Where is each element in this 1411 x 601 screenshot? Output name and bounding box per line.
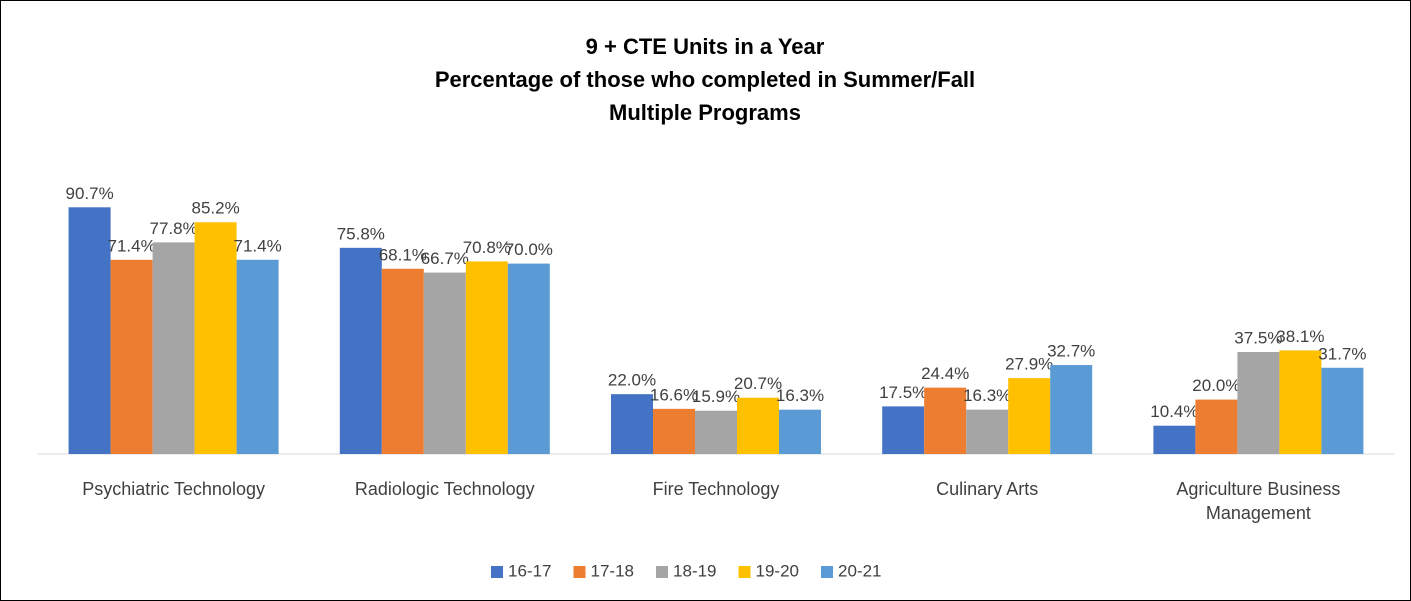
data-label: 22.0%	[608, 371, 656, 390]
bar	[882, 406, 925, 454]
legend-label: 17-18	[591, 561, 634, 580]
bar	[737, 397, 779, 454]
x-tick-label: Agriculture Business Management	[1176, 479, 1341, 523]
legend-swatch	[573, 566, 586, 578]
data-label: 85.2%	[191, 199, 239, 218]
chart-title: Percentage of those who completed in Sum…	[435, 67, 975, 92]
bar	[110, 259, 153, 454]
data-label: 70.0%	[505, 240, 553, 259]
data-label: 10.4%	[1150, 402, 1198, 421]
x-tick-label: Radiologic Technology	[354, 479, 535, 499]
bar	[152, 242, 195, 454]
bar	[236, 259, 279, 454]
data-label: 15.9%	[692, 387, 740, 406]
data-label: 31.7%	[1318, 344, 1366, 363]
legend-label: 16-17	[508, 561, 551, 580]
data-label: 16.3%	[963, 386, 1011, 405]
bar	[1321, 367, 1364, 454]
x-tick-label: Psychiatric Technology	[82, 479, 265, 499]
bar	[1279, 350, 1322, 454]
data-label: 70.8%	[463, 238, 511, 257]
legend-swatch	[738, 566, 751, 578]
bar	[339, 247, 382, 454]
data-label: 37.5%	[1234, 328, 1282, 347]
bar	[1153, 425, 1196, 454]
data-label: 16.6%	[650, 385, 698, 404]
data-label: 77.8%	[149, 219, 197, 238]
data-label: 16.3%	[776, 386, 824, 405]
bar	[68, 207, 111, 454]
x-tick-label: Fire Technology	[652, 479, 780, 499]
legend-swatch	[491, 566, 503, 578]
bar	[507, 263, 550, 454]
bar	[695, 410, 737, 454]
data-label: 75.8%	[337, 224, 385, 243]
data-label: 32.7%	[1047, 342, 1095, 361]
legend-label: 19-20	[756, 561, 799, 580]
legend-swatch	[656, 566, 668, 578]
bar	[653, 408, 695, 454]
data-label: 20.0%	[1192, 376, 1240, 395]
bar	[1195, 399, 1238, 454]
data-label: 17.5%	[879, 383, 927, 402]
bar	[381, 268, 424, 454]
chart-title: Multiple Programs	[609, 100, 801, 125]
bar	[1050, 365, 1093, 454]
data-label: 24.4%	[921, 364, 969, 383]
data-label: 38.1%	[1276, 327, 1324, 346]
data-label: 90.7%	[65, 184, 113, 203]
legend-label: 20-21	[838, 561, 881, 580]
bar	[1237, 352, 1280, 454]
bar	[611, 394, 653, 454]
bar	[779, 409, 821, 454]
bar	[1008, 378, 1051, 454]
data-label: 66.7%	[421, 249, 469, 268]
legend-label: 18-19	[673, 561, 716, 580]
bar	[966, 409, 1009, 454]
x-tick-label: Culinary Arts	[936, 479, 1039, 499]
bar	[194, 222, 237, 454]
bar	[423, 272, 466, 454]
data-label: 20.7%	[734, 374, 782, 393]
chart-title: 9 + CTE Units in a Year	[586, 34, 825, 59]
bar	[465, 261, 508, 454]
data-label: 71.4%	[107, 236, 155, 255]
data-label: 68.1%	[379, 245, 427, 264]
data-label: 27.9%	[1005, 355, 1053, 374]
bar	[924, 387, 967, 454]
data-label: 71.4%	[233, 236, 281, 255]
legend-swatch	[821, 566, 833, 578]
